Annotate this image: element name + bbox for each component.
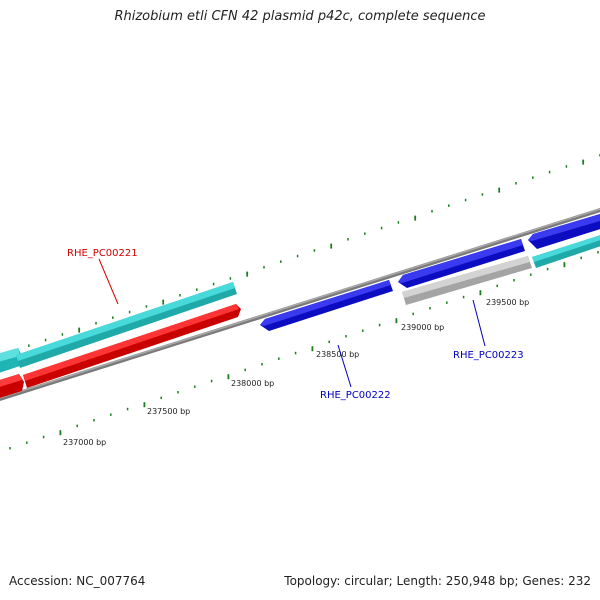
gene-blue-3[interactable] xyxy=(528,211,600,249)
gene-label-rhe-pc00222[interactable]: RHE_PC00222 xyxy=(320,390,391,401)
gene-label-rhe-pc00223[interactable]: RHE_PC00223 xyxy=(453,350,524,361)
accession-text: Accession: NC_007764 xyxy=(9,574,146,588)
gene-label-rhe-pc00221[interactable]: RHE_PC00221 xyxy=(67,248,138,259)
gene-blue-2[interactable] xyxy=(398,239,525,288)
gene-rhe-pc00223[interactable] xyxy=(402,256,532,305)
leader-line-rhe-pc00223 xyxy=(472,299,486,347)
gene-cyan-right[interactable] xyxy=(532,232,600,268)
backbone xyxy=(0,208,600,401)
gene-cyan-left[interactable] xyxy=(0,348,22,376)
map-title: Rhizobium etli CFN 42 plasmid p42c, comp… xyxy=(114,9,486,24)
scale-label-238500: 238500 bp xyxy=(316,350,359,359)
leader-line-rhe-pc00221 xyxy=(98,258,119,305)
tick-row-lower xyxy=(9,251,599,450)
topology-summary: Topology: circular; Length: 250,948 bp; … xyxy=(284,574,591,588)
scale-label-238000: 238000 bp xyxy=(231,379,274,388)
scale-labels: 237000 bp 237500 bp 238000 bp 238500 bp … xyxy=(63,298,529,447)
scale-label-239000: 239000 bp xyxy=(401,323,444,332)
scale-label-239500: 239500 bp xyxy=(486,298,529,307)
gene-rhe-pc00220[interactable] xyxy=(16,282,237,368)
scale-label-237000: 237000 bp xyxy=(63,438,106,447)
gene-rhe-pc00222[interactable] xyxy=(260,280,393,331)
scale-label-237500: 237500 bp xyxy=(147,407,190,416)
gene-red-left[interactable] xyxy=(0,374,24,401)
leader-line-rhe-pc00222 xyxy=(337,344,352,388)
tick-row-upper xyxy=(11,154,600,353)
gene-rhe-pc00221[interactable] xyxy=(23,304,241,388)
